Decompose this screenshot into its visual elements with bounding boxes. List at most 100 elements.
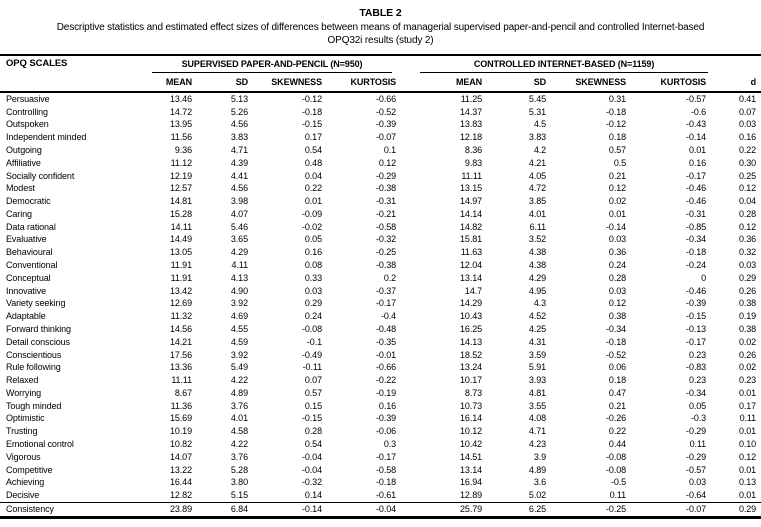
stat-value: 4.25	[528, 323, 547, 334]
table-row: Forward thinking 14.56 4.55 -0.08 -0.48 16.25…	[0, 323, 761, 336]
stat-value: -0.08	[301, 323, 322, 334]
scale-name: Tough minded	[6, 400, 62, 411]
stat-value: 4.56	[230, 183, 248, 194]
stat-value: 4.41	[230, 170, 248, 181]
effect-size-value: 0.04	[738, 196, 757, 207]
stat-value: -0.34	[686, 234, 707, 245]
stat-value: 17.56	[169, 349, 192, 360]
stat-value: 14.29	[460, 298, 483, 309]
stat-value: -0.13	[686, 323, 707, 334]
table-row: Affiliative 11.12 4.39 0.48 0.12 9.83 4.21 0.5 0…	[0, 157, 761, 170]
table-subtitle: Descriptive statistics and estimated eff…	[0, 21, 761, 47]
effect-size-column-header: d	[710, 73, 761, 93]
stat-value: 11.11	[461, 170, 483, 181]
stat-value: 3.76	[230, 400, 248, 411]
stat-value: 3.6	[533, 477, 547, 488]
scale-name: Relaxed	[6, 375, 39, 386]
stat-value: 3.80	[230, 477, 248, 488]
stat-value: 9.83	[464, 157, 483, 168]
stat-value: 3.59	[528, 349, 547, 360]
stat-value: -0.31	[376, 196, 397, 207]
stat-value: 0.31	[608, 93, 627, 104]
table-row: Outgoing 9.36 4.71 0.54 0.1 8.36 4.2 0.57 0.01 0.…	[0, 144, 761, 157]
stat-value: -0.15	[301, 119, 322, 130]
stat-value: 11.32	[170, 311, 192, 322]
stat-value: -0.43	[686, 119, 707, 130]
stat-value: 0.28	[608, 272, 627, 283]
internet-group-label: CONTROLLED INTERNET-BASED (N=1159)	[420, 58, 709, 73]
stat-value: -0.58	[376, 464, 397, 475]
stat-value: 3.93	[528, 375, 547, 386]
table-row: Vigorous 14.07 3.76 -0.04 -0.17 14.51 3.9 -0.08…	[0, 451, 761, 464]
stat-value: 0.14	[304, 490, 322, 501]
stat-value: 0.47	[608, 387, 627, 398]
stat-value: -0.34	[686, 387, 707, 398]
stat-value: 5.28	[230, 464, 248, 475]
scale-name: Controlling	[6, 106, 48, 117]
stat-value: -0.83	[686, 362, 707, 373]
stat-value: 8.36	[464, 145, 483, 156]
table-row: Conscientious 17.56 3.92 -0.49 -0.01 18.52 3.5…	[0, 349, 761, 362]
scale-name: Emotional control	[6, 438, 74, 449]
table-row: Detail conscious 14.21 4.59 -0.1 -0.35 14.13 4…	[0, 336, 761, 349]
effect-size-value: 0.29	[738, 272, 757, 283]
stat-value: 14.07	[169, 451, 192, 462]
scale-name: Worrying	[6, 387, 42, 398]
table-row: Persuasive 13.46 5.13 -0.12 -0.66 11.25 5.45 0.…	[0, 92, 761, 106]
scale-name: Socially confident	[6, 170, 75, 181]
stat-value: 4.38	[528, 247, 547, 258]
stat-value: 0.08	[304, 260, 322, 271]
stat-value: 11.11	[171, 375, 192, 386]
opq-scales-column-header: OPQ SCALES	[6, 58, 68, 69]
stat-value: -0.85	[686, 221, 707, 232]
scale-name: Modest	[6, 183, 35, 194]
stat-value: 16.94	[460, 477, 483, 488]
stat-value: -0.25	[550, 502, 631, 518]
stat-value: 4.81	[528, 387, 547, 398]
effect-size-value: 0.25	[738, 170, 757, 181]
effect-size-value: 0.26	[738, 285, 757, 296]
scale-name: Conceptual	[6, 272, 51, 283]
stat-value: 4.90	[230, 285, 248, 296]
table-row: Democratic 14.81 3.98 0.01 -0.31 14.97 3.85 0.0…	[0, 195, 761, 208]
stat-value: -0.35	[376, 336, 397, 347]
stat-value: 4.39	[230, 157, 248, 168]
stat-value: 14.97	[460, 196, 483, 207]
effect-size-value: 0.26	[738, 349, 757, 360]
stat-value: -0.46	[686, 183, 707, 194]
stat-value: 0.54	[304, 438, 322, 449]
stat-value: 5.26	[230, 106, 248, 117]
stat-value: -0.17	[686, 170, 707, 181]
stat-value: -0.32	[301, 477, 322, 488]
stat-value: -0.52	[376, 106, 397, 117]
stat-value: 0.02	[608, 196, 627, 207]
table-row: Adaptable 11.32 4.69 0.24 -0.4 10.43 4.52 0.38 -…	[0, 310, 761, 323]
stat-value: 0.01	[688, 145, 707, 156]
table-row: Optimistic 15.69 4.01 -0.15 -0.39 16.14 4.08 -0…	[0, 413, 761, 426]
stat-value: 14.81	[169, 196, 192, 207]
stat-value: 0.11	[689, 438, 707, 449]
stat-value: 3.9	[533, 451, 547, 462]
stat-value: 14.11	[170, 221, 192, 232]
scale-name: Adaptable	[6, 311, 46, 322]
stat-value: -0.18	[376, 477, 397, 488]
effect-size-value: 0.22	[738, 145, 757, 156]
stat-value: 3.92	[230, 298, 248, 309]
group-header-row: OPQ SCALES SUPERVISED PAPER-AND-PENCIL (…	[0, 55, 761, 73]
stat-value: 0.57	[304, 387, 322, 398]
stat-value: 0.38	[608, 311, 627, 322]
stat-value: -0.15	[686, 311, 707, 322]
stat-value: 4.05	[528, 170, 547, 181]
stat-value: -0.64	[686, 490, 707, 501]
stat-value: -0.6	[690, 106, 707, 117]
stat-value: 5.02	[528, 490, 547, 501]
stat-value: 4.59	[230, 336, 248, 347]
stat-value: -0.3	[690, 413, 707, 424]
stat-value: 6.11	[529, 221, 547, 232]
stat-value: 0.48	[304, 157, 322, 168]
stat-value: 13.15	[460, 183, 483, 194]
stat-value: -0.39	[686, 298, 707, 309]
stat-value: 12.57	[169, 183, 192, 194]
stat-value: -0.19	[376, 387, 397, 398]
stat-value: 4.11	[231, 260, 249, 271]
